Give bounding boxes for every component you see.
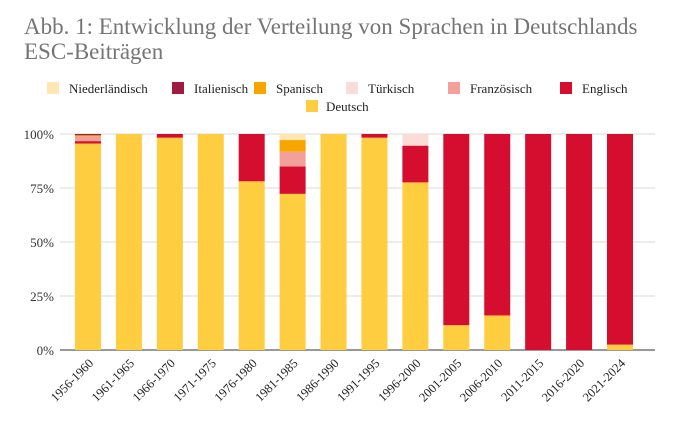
x-tick-label: 1961-1965 <box>89 356 137 404</box>
bar-deutsch <box>484 315 511 350</box>
y-tick-label: 25% <box>30 289 54 304</box>
x-tick-label: 2011-2015 <box>498 356 546 404</box>
bar-englisch <box>238 134 265 182</box>
bar-niederländisch <box>279 134 306 141</box>
legend-label: Englisch <box>582 81 628 96</box>
x-tick-label: 1966-1970 <box>130 356 178 404</box>
bar-englisch <box>361 134 388 138</box>
bar-deutsch <box>197 134 224 350</box>
bar-deutsch <box>320 134 347 350</box>
x-tick-label: 1986-1990 <box>293 356 341 404</box>
legend-label: Italienisch <box>194 81 249 96</box>
y-tick-label: 0% <box>37 343 55 358</box>
legend-label: Deutsch <box>326 99 369 114</box>
chart-title: Abb. 1: Entwicklung der Verteilung von S… <box>24 14 638 64</box>
bar-englisch <box>279 166 306 194</box>
bar-italienisch <box>75 134 101 136</box>
bar-englisch <box>402 145 429 183</box>
legend-swatch <box>560 82 572 94</box>
x-tick-label: 2021-2024 <box>580 356 629 405</box>
bar-deutsch <box>361 137 388 350</box>
bar-deutsch <box>238 181 265 350</box>
bar-deutsch <box>75 143 101 350</box>
legend-label: Türkisch <box>368 81 415 96</box>
bar-spanisch <box>279 140 306 152</box>
legend-swatch <box>448 82 460 94</box>
y-tick-label: 50% <box>30 235 54 250</box>
x-tick-label: 1971-1975 <box>171 356 219 404</box>
x-tick-label: 1976-1980 <box>212 356 260 404</box>
legend-label: Französisch <box>470 81 533 96</box>
bar-englisch <box>566 134 593 350</box>
bar-englisch <box>607 134 633 345</box>
x-tick-label: 1996-2000 <box>375 356 423 404</box>
bar-deutsch <box>402 182 429 350</box>
bar-deutsch <box>607 344 633 350</box>
bar-französisch <box>279 151 306 167</box>
legend-label: Spanisch <box>276 81 323 96</box>
bar-deutsch <box>443 325 470 350</box>
bar-englisch <box>443 134 470 326</box>
bar-spanisch <box>75 135 101 137</box>
legend-label: Niederländisch <box>69 81 148 96</box>
x-tick-label: 1981-1985 <box>253 356 301 404</box>
bar-deutsch <box>156 137 183 350</box>
bar-deutsch <box>279 193 306 350</box>
x-tick-label: 1991-1995 <box>334 356 382 404</box>
legend-swatch <box>346 82 358 94</box>
y-tick-label: 75% <box>30 181 54 196</box>
legend-swatch <box>306 100 318 112</box>
x-tick-label: 1956-1960 <box>48 356 96 404</box>
x-tick-label: 2016-2020 <box>539 356 587 404</box>
bar-englisch <box>156 134 183 138</box>
bar-türkisch <box>402 134 429 146</box>
legend-swatch <box>254 82 266 94</box>
legend-swatch <box>47 82 59 94</box>
bar-englisch <box>75 141 101 144</box>
bar-englisch <box>525 134 552 350</box>
x-tick-label: 2006-2010 <box>457 356 505 404</box>
legend-swatch <box>172 82 184 94</box>
bar-französisch <box>75 136 101 142</box>
bar-deutsch <box>115 134 142 350</box>
bar-englisch <box>484 134 511 316</box>
y-tick-label: 100% <box>24 127 55 142</box>
x-tick-label: 2001-2005 <box>416 356 464 404</box>
